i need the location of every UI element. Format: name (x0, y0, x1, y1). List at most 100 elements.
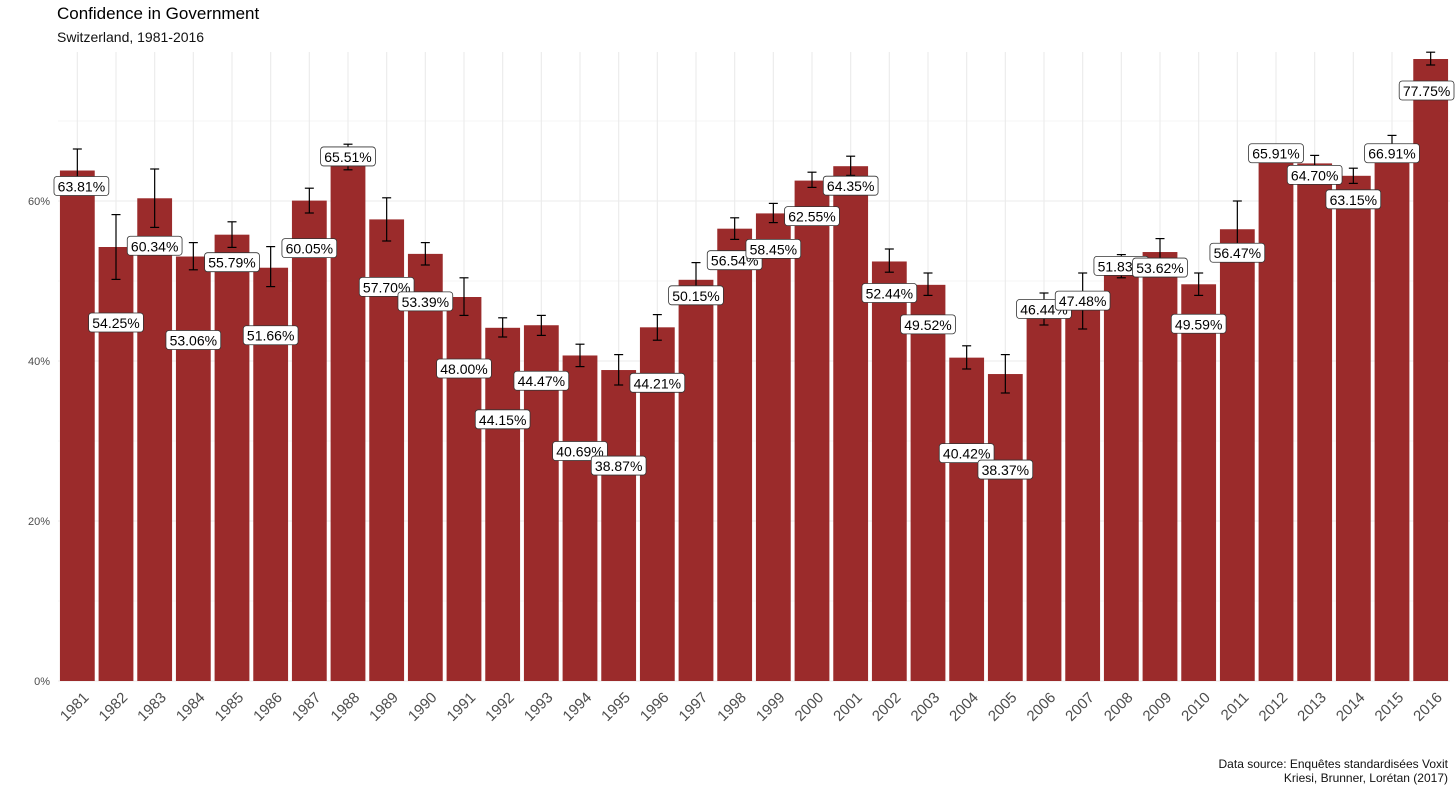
value-label: 51.66% (247, 328, 294, 344)
x-tick-label: 1982 (96, 689, 132, 725)
value-label-box (900, 314, 956, 335)
bar (562, 355, 598, 681)
bar (601, 370, 637, 681)
value-label-box (204, 252, 260, 273)
bar (1026, 309, 1062, 681)
x-tick-label: 2009 (1140, 689, 1176, 725)
x-tick-label: 2005 (985, 689, 1021, 725)
bar (1103, 266, 1139, 681)
value-label: 44.47% (518, 373, 565, 389)
value-label: 55.79% (208, 255, 255, 271)
x-tick-label: 1984 (173, 689, 209, 725)
bar (1181, 284, 1217, 681)
value-label: 47.48% (1059, 293, 1106, 309)
x-tick-label: 2015 (1372, 689, 1408, 725)
value-label-box (629, 372, 686, 393)
x-tick-label: 1992 (482, 689, 518, 725)
value-label: 60.34% (131, 238, 178, 254)
bar (59, 170, 95, 681)
value-label: 65.51% (324, 149, 371, 165)
value-label-box (1398, 80, 1455, 101)
value-label-box (281, 238, 338, 259)
bar (1413, 59, 1449, 681)
value-label-box (938, 443, 995, 464)
value-label: 64.35% (827, 178, 874, 194)
value-label: 50.15% (672, 288, 719, 304)
x-tick-label: 1989 (366, 689, 402, 725)
bar (1335, 175, 1371, 682)
value-label: 40.69% (556, 443, 603, 459)
value-label: 38.87% (595, 458, 642, 474)
value-label: 52.44% (866, 285, 913, 301)
y-tick-label: 40% (28, 356, 50, 368)
x-tick-label: 1991 (444, 689, 480, 725)
bar (678, 279, 714, 681)
value-label-box (1248, 143, 1304, 164)
value-label: 60.05% (286, 241, 333, 257)
x-tick-label: 1988 (328, 689, 364, 725)
value-label-box (1325, 189, 1382, 210)
value-label: 53.39% (402, 294, 449, 310)
x-tick-label: 2016 (1410, 689, 1446, 725)
value-label-box (1364, 143, 1420, 164)
x-tick-label: 2008 (1101, 689, 1137, 725)
value-label-box (513, 370, 570, 391)
value-label: 53.06% (170, 333, 217, 349)
y-tick-label: 0% (34, 676, 50, 688)
value-label: 62.55% (788, 209, 835, 225)
value-label-box (822, 175, 879, 196)
chart-title: Confidence in Government (57, 4, 260, 23)
bar (446, 297, 482, 681)
value-label: 49.59% (1175, 316, 1222, 332)
chart-subtitle: Switzerland, 1981-2016 (57, 29, 205, 45)
value-label: 40.42% (943, 446, 990, 462)
x-tick-label: 1983 (134, 689, 170, 725)
value-label: 44.15% (479, 412, 526, 428)
bar (175, 256, 211, 681)
x-tick-label: 1985 (212, 689, 248, 725)
x-tick-label: 2007 (1062, 689, 1098, 725)
value-label: 63.15% (1330, 192, 1377, 208)
value-label-box (977, 459, 1034, 480)
bar (794, 180, 830, 681)
value-label: 57.70% (363, 279, 410, 295)
value-label-box (861, 283, 918, 303)
bar (755, 213, 791, 681)
x-tick-label: 1996 (637, 689, 673, 725)
x-tick-label: 1995 (598, 689, 634, 725)
bar (1297, 163, 1333, 681)
caption-authors: Kriesi, Brunner, Lorétan (2017) (1283, 771, 1448, 785)
value-label: 38.37% (982, 462, 1029, 478)
x-tick-label: 1993 (521, 689, 557, 725)
caption-source: Data source: Enquêtes standardisées Voxi… (1218, 757, 1448, 771)
bar (1258, 153, 1294, 682)
value-label-box (1054, 290, 1111, 311)
bar (910, 284, 946, 681)
bar (1219, 229, 1255, 682)
value-label-box (53, 176, 110, 196)
value-label: 44.21% (634, 375, 681, 391)
bar (833, 166, 869, 681)
value-label-box (436, 358, 492, 379)
value-label-box (1132, 257, 1188, 278)
x-tick-label: 2013 (1294, 689, 1330, 725)
value-label: 54.25% (92, 315, 139, 331)
x-tick-label: 2000 (792, 689, 828, 725)
y-tick-label: 20% (28, 516, 50, 528)
bar (214, 234, 250, 681)
value-label: 64.70% (1291, 167, 1338, 183)
value-label: 77.75% (1403, 83, 1450, 99)
x-tick-label: 2006 (1024, 689, 1060, 725)
value-label-box (590, 455, 647, 476)
bar (949, 357, 985, 681)
x-tick-label: 2011 (1218, 689, 1253, 724)
value-label-box (88, 312, 144, 333)
x-tick-label: 2010 (1178, 689, 1214, 725)
value-label-box (165, 330, 222, 350)
x-tick-label: 1986 (250, 689, 286, 725)
x-tick-label: 2012 (1256, 689, 1292, 725)
value-label-box (242, 325, 299, 346)
bar (407, 253, 443, 681)
x-tick-label: 1987 (289, 689, 325, 725)
